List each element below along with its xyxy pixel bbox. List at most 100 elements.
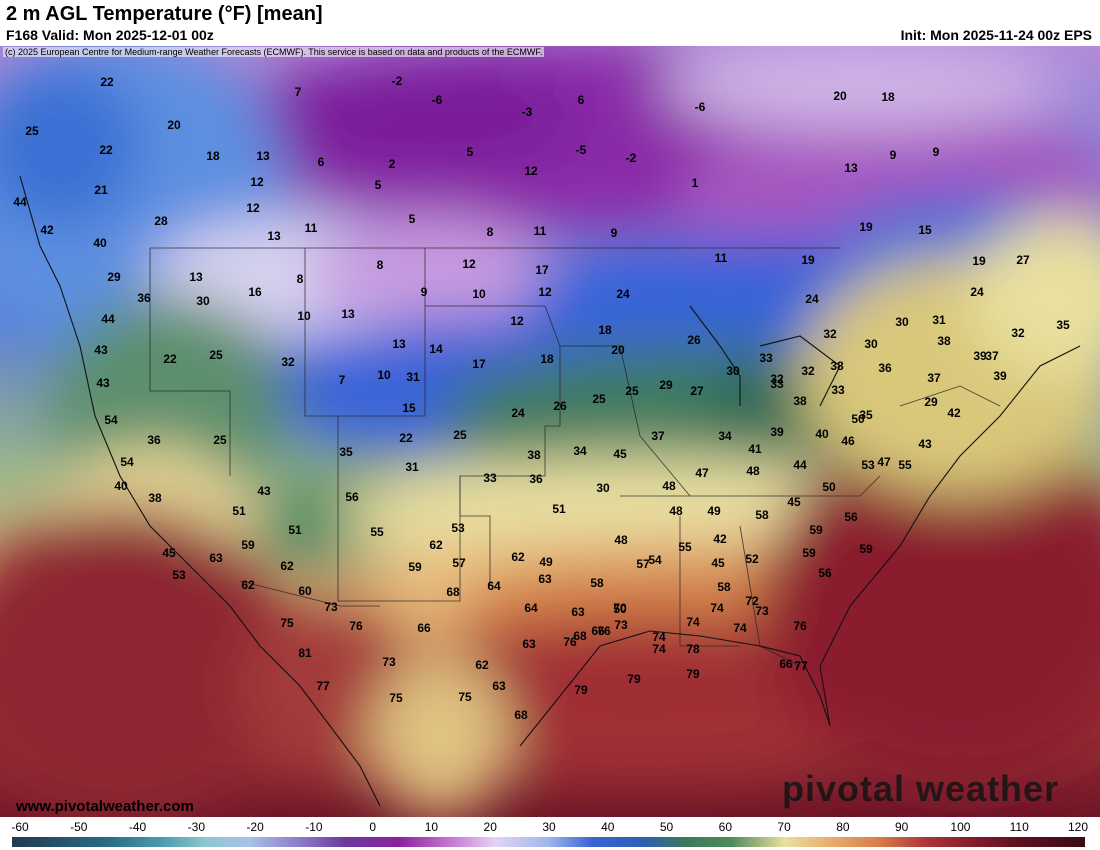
temperature-value: 74 — [686, 615, 700, 629]
temperature-value: 79 — [686, 667, 700, 681]
temperature-value: -6 — [431, 93, 443, 107]
temperature-value: 66 — [591, 624, 605, 638]
temperature-value: 47 — [877, 455, 891, 469]
temperature-value: 63 — [522, 637, 536, 651]
temperature-value: 32 — [823, 327, 837, 341]
temperature-value: 37 — [985, 349, 999, 363]
colorbar-tick-label: 40 — [601, 820, 615, 834]
temperature-value: 48 — [662, 479, 676, 493]
temperature-value: -2 — [391, 74, 403, 88]
temperature-value: 75 — [280, 616, 294, 630]
temperature-value: 9 — [889, 148, 897, 162]
temperature-value: 48 — [614, 533, 628, 547]
state-borders — [149, 247, 1001, 667]
temperature-value: 14 — [429, 342, 443, 356]
temperature-value: 25 — [625, 384, 639, 398]
colorbar-tick-label: 60 — [718, 820, 733, 834]
temperature-value: 57 — [636, 557, 650, 571]
temperature-value: 38 — [793, 394, 807, 408]
colorbar-tick-label: 70 — [777, 820, 791, 834]
temperature-value: 76 — [793, 619, 807, 633]
temperature-value: 58 — [755, 508, 769, 522]
temperature-value: 46 — [841, 434, 855, 448]
temperature-value: -6 — [694, 100, 706, 114]
temperature-value: 73 — [382, 655, 396, 669]
temperature-value: 51 — [552, 502, 566, 516]
temperature-value: 74 — [710, 601, 724, 615]
temperature-value: 18 — [206, 149, 220, 163]
temperature-value: 11 — [304, 221, 318, 235]
temperature-value: 38 — [937, 334, 951, 348]
temperature-value: 55 — [898, 458, 912, 472]
temperature-value: 10 — [297, 309, 311, 323]
temperature-value: 59 — [809, 523, 823, 537]
temperature-value: 30 — [596, 481, 610, 495]
temperature-value: 25 — [213, 433, 227, 447]
temperature-value: 64 — [487, 579, 501, 593]
temperature-value: 81 — [298, 646, 312, 660]
temperature-value: 62 — [511, 550, 525, 564]
temperature-value: 22 — [399, 431, 413, 445]
temperature-value: 53 — [172, 568, 186, 582]
temperature-value: 12 — [250, 175, 264, 189]
temperature-value: 48 — [746, 464, 760, 478]
temperature-value: 32 — [281, 355, 295, 369]
temperature-value: 44 — [13, 195, 27, 209]
temperature-value: 42 — [713, 532, 727, 546]
temperature-value: 54 — [120, 455, 134, 469]
temperature-value: 19 — [859, 220, 873, 234]
colorbar-tick-label: 50 — [659, 820, 674, 834]
temperature-value: 49 — [539, 555, 553, 569]
temperature-value: 15 — [918, 223, 932, 237]
temperature-value: 56 — [345, 490, 359, 504]
temperature-value: 73 — [614, 618, 628, 632]
temperature-value: 42 — [40, 223, 54, 237]
temperature-value: 47 — [695, 466, 709, 480]
temperature-value: 37 — [651, 429, 665, 443]
colorbar-tick-label: 0 — [369, 820, 376, 834]
temperature-value: 79 — [574, 683, 588, 697]
temperature-value: 59 — [859, 542, 873, 556]
temperature-value: 38 — [830, 359, 844, 373]
temperature-value: 32 — [770, 372, 784, 386]
temperature-value: 13 — [256, 149, 270, 163]
temperature-value: 77 — [794, 659, 808, 673]
temperature-value: 35 — [859, 408, 873, 422]
temperature-value: 63 — [538, 572, 552, 586]
temperature-value: 27 — [1016, 253, 1030, 267]
temperature-value: 74 — [652, 630, 666, 644]
temperature-value: 33 — [770, 377, 784, 391]
temperature-value: 24 — [805, 292, 819, 306]
colorbar-tick-label: 90 — [894, 820, 909, 834]
temperature-value: 16 — [248, 285, 262, 299]
temperature-value: 26 — [553, 399, 567, 413]
temperature-value: 39 — [770, 425, 784, 439]
temperature-value: 60 — [298, 584, 312, 598]
temperature-value: 30 — [196, 294, 210, 308]
temperature-value: 31 — [932, 313, 946, 327]
temperature-value: 33 — [831, 383, 845, 397]
temperature-value: 43 — [96, 376, 110, 390]
temperature-value: 22 — [163, 352, 177, 366]
temperature-value: 58 — [590, 576, 604, 590]
colorbar-tick-label: -10 — [305, 820, 323, 834]
temperature-value: 66 — [417, 621, 431, 635]
temperature-value: 25 — [453, 428, 467, 442]
temperature-value: 59 — [408, 560, 422, 574]
temperature-value: 13 — [844, 161, 858, 175]
temperature-value: 38 — [527, 448, 541, 462]
temperature-value: 12 — [462, 257, 476, 271]
temperature-value: 11 — [714, 251, 728, 265]
temperature-value: 30 — [895, 315, 909, 329]
temperature-value: 75 — [458, 690, 472, 704]
temperature-value: 73 — [755, 604, 769, 618]
temperature-value: 53 — [861, 458, 875, 472]
temperature-value: 24 — [511, 406, 525, 420]
temperature-value: 73 — [324, 600, 338, 614]
temperature-value: 79 — [627, 672, 641, 686]
temperature-value: 9 — [932, 145, 940, 159]
temperature-value: 35 — [339, 445, 353, 459]
temperature-value: 43 — [94, 343, 108, 357]
colorbar-tick-label: -20 — [246, 820, 264, 834]
temperature-value: 12 — [538, 285, 552, 299]
